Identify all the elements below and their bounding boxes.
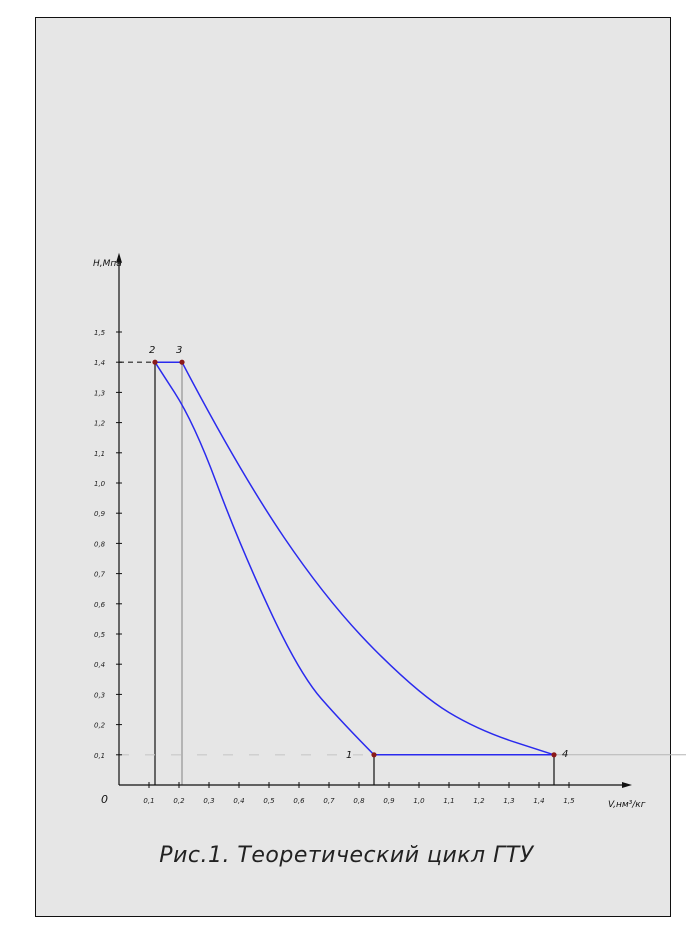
y-tick-label: 1,2 <box>94 420 106 428</box>
y-tick-label: 1,1 <box>94 450 105 458</box>
x-tick-label: 1,3 <box>503 797 514 805</box>
y-tick-label: 0,9 <box>94 510 106 518</box>
y-axis-arrow <box>116 252 122 263</box>
guide-lines <box>119 361 686 785</box>
y-tick-label: 0,3 <box>94 691 105 699</box>
drawing-sheet <box>35 17 671 917</box>
chart-labels: 0,1 0,2 0,3 0,4 0,5 0,6 0,7 0,8 0,9 1,0 1,1 1,2 1,3 1… <box>93 259 646 810</box>
x-tick-label: 0,6 <box>293 797 305 805</box>
x-tick-label: 0,5 <box>263 797 275 805</box>
x-tick-label: 0,3 <box>203 797 214 805</box>
x-tick-label: 0,9 <box>383 797 395 805</box>
x-tick-label: 1,0 <box>413 797 425 805</box>
cycle-process-line-3 <box>181 361 555 756</box>
y-tick-label: 0,1 <box>94 752 105 760</box>
y-tick-label: 1,3 <box>94 389 105 397</box>
x-axis-arrow <box>622 782 632 788</box>
state-point-label: 1 <box>346 750 352 761</box>
state-point-label: 2 <box>149 345 155 356</box>
state-point-2 <box>152 359 158 365</box>
x-tick-label: 0,8 <box>353 797 365 805</box>
y-tick-label: 1,4 <box>94 359 105 367</box>
x-tick-label: 0,4 <box>233 797 244 805</box>
x-tick-label: 1,2 <box>473 797 485 805</box>
x-tick-label: 1,5 <box>563 797 575 805</box>
state-point-label: 3 <box>176 345 182 356</box>
figure-caption: Рис.1. Теоретический цикл ГТУ <box>159 843 534 868</box>
x-tick-label: 0,7 <box>323 797 335 805</box>
y-tick-label: 1,0 <box>94 480 106 488</box>
y-axis-title: Н,Мпа <box>93 259 122 269</box>
x-tick-label: 0,2 <box>173 797 185 805</box>
y-tick-label: 0,6 <box>94 601 106 609</box>
y-tick-label: 1,5 <box>94 329 106 337</box>
origin-label: 0 <box>101 793 108 806</box>
cycle-curves <box>154 361 555 756</box>
x-axis-title: V,нм³/кг <box>608 800 646 810</box>
state-point-label: 4 <box>562 749 568 760</box>
y-tick-label: 0,4 <box>94 661 105 669</box>
state-point-4 <box>551 752 557 758</box>
y-tick-label: 0,8 <box>94 540 106 548</box>
x-tick-label: 0,1 <box>143 797 154 805</box>
x-tick-label: 1,4 <box>533 797 544 805</box>
cycle-process-line-1 <box>154 361 375 756</box>
y-tick-label: 0,5 <box>94 631 106 639</box>
x-tick-label: 1,1 <box>443 797 454 805</box>
state-points <box>152 359 557 758</box>
y-tick-label: 0,7 <box>94 571 106 579</box>
state-point-3 <box>179 359 185 365</box>
state-point-1 <box>371 752 377 758</box>
y-tick-label: 0,2 <box>94 722 106 730</box>
axes <box>116 252 632 788</box>
